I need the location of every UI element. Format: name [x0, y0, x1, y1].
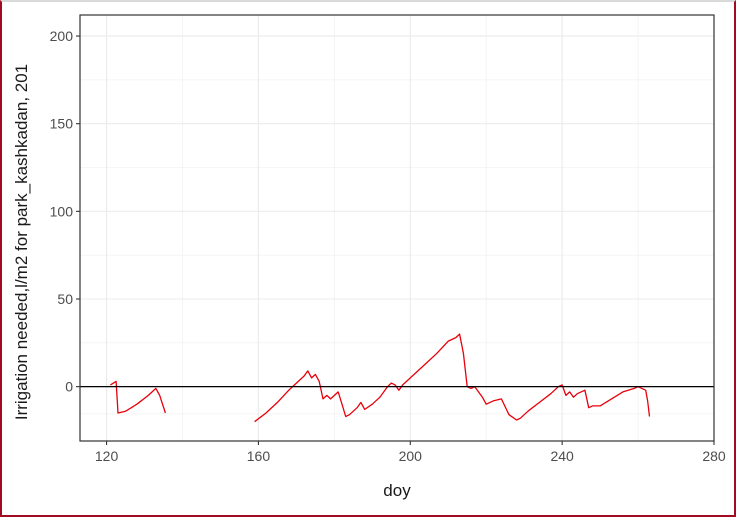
y-axis-title: Irrigation needed,l/m2 for park_kashkada… — [12, 64, 31, 420]
axis-ticks: 120 160 200 240 280 0 50 100 150 200 — [50, 28, 726, 464]
plot-border — [79, 14, 715, 442]
x-tick-label: 280 — [702, 448, 726, 464]
x-tick-label: 200 — [399, 448, 423, 464]
x-axis-title: doy — [383, 481, 411, 500]
x-tick-label: 120 — [95, 448, 119, 464]
x-tick-label: 160 — [247, 448, 271, 464]
series-line-segment — [254, 333, 651, 423]
y-tick-label: 0 — [65, 379, 73, 395]
series-line-segment — [110, 380, 167, 414]
series-layer — [110, 333, 651, 423]
y-tick-label: 50 — [57, 291, 73, 307]
y-tick-label: 100 — [50, 203, 74, 219]
y-tick-label: 200 — [50, 28, 74, 44]
plot-panel — [80, 15, 714, 441]
y-tick-label: 150 — [50, 116, 74, 132]
x-tick-label: 240 — [550, 448, 574, 464]
